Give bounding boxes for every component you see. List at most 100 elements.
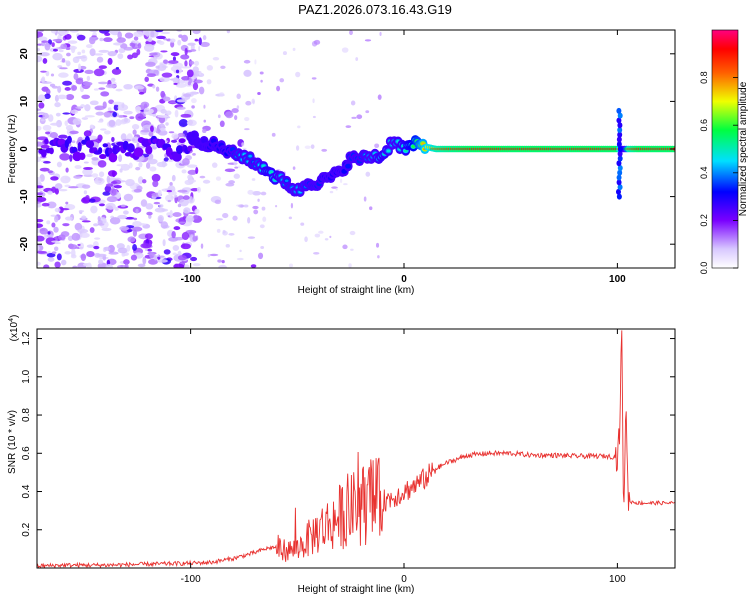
noise-blob: [94, 105, 106, 111]
noise-blob: [177, 221, 187, 224]
noise-blob: [81, 117, 89, 120]
noise-blob: [295, 145, 300, 151]
noise-blob: [313, 39, 321, 45]
noise-blob: [181, 169, 187, 174]
noise-blob: [93, 68, 105, 77]
noise-blob: [64, 33, 72, 40]
noise-blob: [104, 185, 112, 193]
noise-blob: [106, 175, 111, 184]
noise-blob: [89, 100, 99, 106]
ridge-peak: [269, 171, 274, 174]
noise-blob: [260, 191, 267, 196]
noise-blob: [54, 102, 61, 108]
noise-blob: [192, 66, 199, 73]
noise-blob: [312, 98, 315, 104]
noise-blob: [171, 133, 179, 139]
noise-blob: [77, 228, 89, 234]
noise-blob: [44, 93, 51, 100]
noise-blob: [225, 182, 235, 187]
noise-blob: [37, 48, 40, 52]
noise-blob: [81, 184, 91, 189]
burst-blob: [616, 117, 622, 124]
noise-blob: [39, 167, 50, 172]
noise-blob: [198, 86, 205, 95]
noise-blob: [192, 82, 199, 91]
noise-blob: [54, 261, 61, 268]
y-tick-label: 0.6: [21, 446, 32, 460]
noise-blob: [159, 76, 171, 83]
noise-blob: [142, 256, 147, 265]
noise-blob: [62, 223, 70, 227]
noise-blob: [111, 181, 118, 184]
noise-blob: [122, 210, 129, 215]
noise-blob: [140, 199, 148, 207]
noise-blob: [69, 30, 79, 33]
noise-blob: [135, 208, 139, 214]
noise-blob: [182, 158, 190, 166]
noise-blob: [312, 115, 316, 119]
noise-blob: [75, 78, 84, 85]
noise-blob: [98, 49, 110, 53]
noise-blob: [251, 98, 255, 104]
noise-blob: [202, 128, 207, 134]
noise-blob: [37, 55, 43, 63]
noise-blob: [61, 58, 66, 63]
noise-blob: [73, 175, 82, 179]
noise-blob: [375, 242, 380, 248]
burst-blob: [617, 150, 623, 157]
noise-blob: [176, 99, 188, 103]
noise-blob: [369, 206, 373, 211]
noise-blob: [57, 85, 62, 94]
noise-blob: [214, 199, 221, 205]
noise-blob: [198, 45, 201, 52]
ridge-blob: [145, 145, 153, 155]
burst-blob: [617, 131, 623, 138]
noise-blob: [199, 175, 206, 179]
noise-blob: [187, 169, 198, 175]
colorbar-ticks: 0.0 0.2 0.4 0.6 0.8: [699, 71, 738, 274]
noise-blob: [81, 215, 87, 220]
colorbar: 0.0 0.2 0.4 0.6 0.8 Normalized spectral ampl…: [699, 29, 749, 274]
noise-blob: [290, 202, 294, 209]
ridge-blob: [115, 145, 121, 153]
noise-blob: [57, 94, 68, 100]
noise-blob: [84, 115, 95, 118]
noise-blob: [120, 204, 126, 208]
noise-blob: [117, 214, 128, 220]
y-tick-label: 1.0: [21, 369, 32, 383]
noise-blob: [243, 69, 252, 77]
noise-blob: [133, 217, 138, 221]
noise-blob: [172, 252, 177, 256]
noise-blob: [89, 36, 99, 41]
noise-blob: [46, 201, 57, 209]
noise-blob: [93, 88, 99, 91]
noise-blob: [251, 178, 256, 181]
noise-blob: [138, 91, 145, 95]
spectrogram-y-ticks: -20 -10 0 10 20: [19, 48, 675, 251]
noise-blob: [146, 211, 153, 216]
noise-blob: [62, 80, 72, 86]
noise-blob: [98, 65, 108, 70]
noise-blob: [51, 240, 60, 243]
burst-blob: [617, 169, 623, 176]
colorbar-tick-label: 0.6: [699, 119, 709, 132]
noise-blob: [64, 251, 72, 255]
noise-blob: [166, 190, 172, 193]
noise-blob: [216, 228, 221, 233]
noise-blob: [54, 246, 59, 252]
noise-blob: [171, 230, 176, 239]
noise-blob: [168, 131, 175, 134]
noise-blob: [237, 165, 241, 169]
noise-blob: [339, 178, 343, 184]
noise-blob: [221, 260, 225, 264]
noise-blob: [195, 167, 199, 175]
noise-blob: [124, 117, 129, 123]
noise-blob: [43, 264, 50, 268]
noise-blob: [149, 251, 155, 259]
noise-blob: [37, 176, 42, 184]
noise-blob: [160, 31, 171, 35]
noise-blob: [149, 166, 157, 172]
noise-blob: [219, 120, 225, 128]
noise-blob: [172, 244, 180, 251]
noise-blob: [132, 220, 142, 228]
